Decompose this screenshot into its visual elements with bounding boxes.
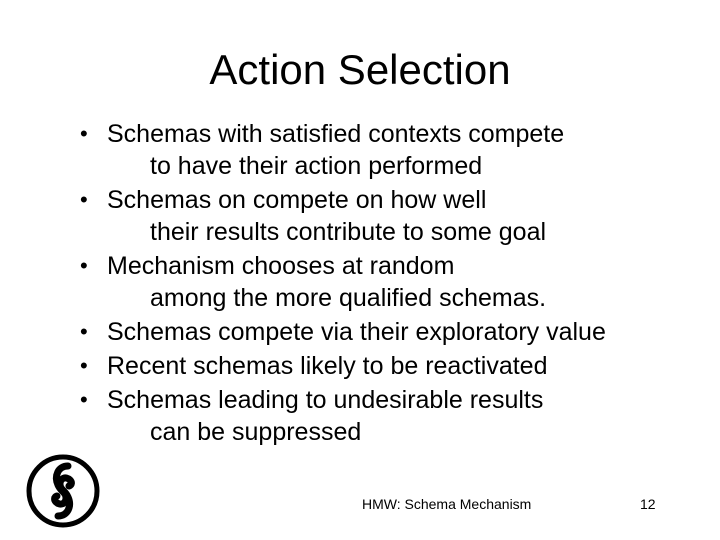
slide-title: Action Selection (209, 46, 511, 93)
bullet-item: • Schemas leading to undesirable results… (78, 384, 698, 448)
bullet-line: Schemas compete via their exploratory va… (107, 318, 606, 346)
bullet-line-continued: their results contribute to some goal (150, 218, 547, 246)
bullet-line: Schemas leading to undesirable results (107, 386, 544, 414)
circle-logo-icon (26, 454, 100, 528)
bullet-marker: • (80, 253, 88, 278)
bullet-line-continued: to have their action performed (150, 152, 483, 180)
bullet-item: • Schemas on compete on how well their r… (78, 184, 698, 248)
bullet-line-continued: among the more qualified schemas. (150, 284, 547, 312)
bullet-marker: • (80, 387, 88, 412)
bullet-marker: • (80, 319, 88, 344)
page-number: 12 (640, 496, 656, 512)
bullet-item: • Recent schemas likely to be reactivate… (78, 350, 698, 382)
bullet-line-continued: can be suppressed (150, 418, 362, 446)
bullet-marker: • (80, 187, 88, 212)
bullet-line: Recent schemas likely to be reactivated (107, 352, 548, 380)
bullet-marker: • (80, 121, 88, 146)
bullet-line: Schemas with satisfied contexts compete (107, 120, 565, 148)
bullet-line: Mechanism chooses at random (107, 252, 455, 280)
bullet-list: • Schemas with satisfied contexts compet… (78, 118, 698, 450)
bullet-item: • Schemas compete via their exploratory … (78, 316, 698, 348)
bullet-line: Schemas on compete on how well (107, 186, 487, 214)
bullet-item: • Schemas with satisfied contexts compet… (78, 118, 698, 182)
bullet-item: • Mechanism chooses at random among the … (78, 250, 698, 314)
bullet-marker: • (80, 353, 88, 378)
footer-text: HMW: Schema Mechanism (362, 496, 532, 512)
